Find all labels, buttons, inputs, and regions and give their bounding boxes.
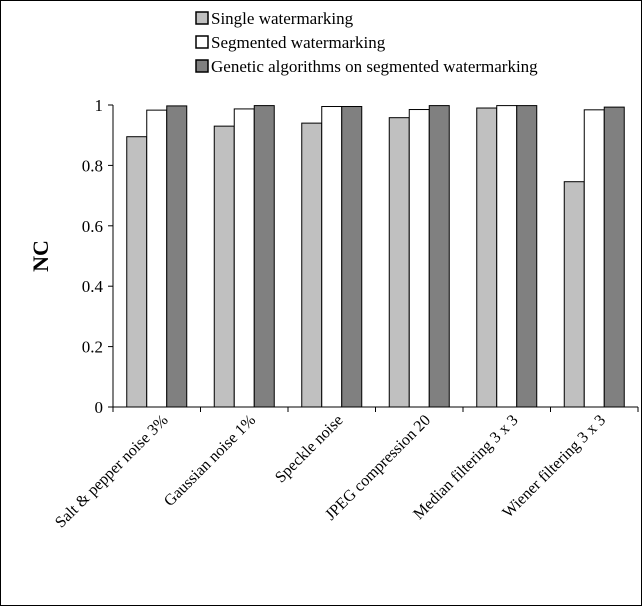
y-tick-label: 1	[95, 96, 104, 115]
bars	[126, 105, 625, 408]
y-tick-label: 0.8	[82, 156, 103, 175]
bar	[166, 105, 188, 408]
legend-swatch	[195, 11, 209, 25]
bar	[428, 105, 450, 408]
y-tick-label: 0.4	[82, 277, 104, 296]
y-axis-label: NC	[28, 240, 53, 272]
bar	[146, 109, 168, 408]
bar	[301, 122, 323, 408]
bar	[233, 108, 255, 408]
y-tick-label: 0	[95, 398, 104, 417]
bar	[408, 109, 430, 408]
bar	[603, 106, 625, 408]
bar	[341, 106, 363, 408]
bar	[321, 106, 343, 408]
bar	[583, 109, 605, 408]
y-axis: 0 0.2 0.4 0.6 0.8 1	[82, 96, 114, 417]
legend-label: Genetic algorithms on segmented watermar…	[211, 57, 538, 76]
bar	[476, 107, 498, 408]
bar	[496, 105, 518, 408]
y-tick-label: 0.2	[82, 338, 103, 357]
bar	[126, 136, 148, 408]
bar	[563, 181, 585, 408]
legend-swatch	[195, 59, 209, 73]
bar	[253, 105, 275, 408]
bar	[388, 117, 410, 408]
y-tick-label: 0.6	[82, 217, 103, 236]
legend-label: Segmented watermarking	[211, 33, 386, 52]
legend-label: Single watermarking	[211, 9, 354, 28]
legend-swatch	[195, 35, 209, 49]
bar	[213, 125, 235, 408]
bar	[516, 105, 538, 408]
legend: Single watermarking Segmented watermarkin…	[195, 9, 538, 76]
